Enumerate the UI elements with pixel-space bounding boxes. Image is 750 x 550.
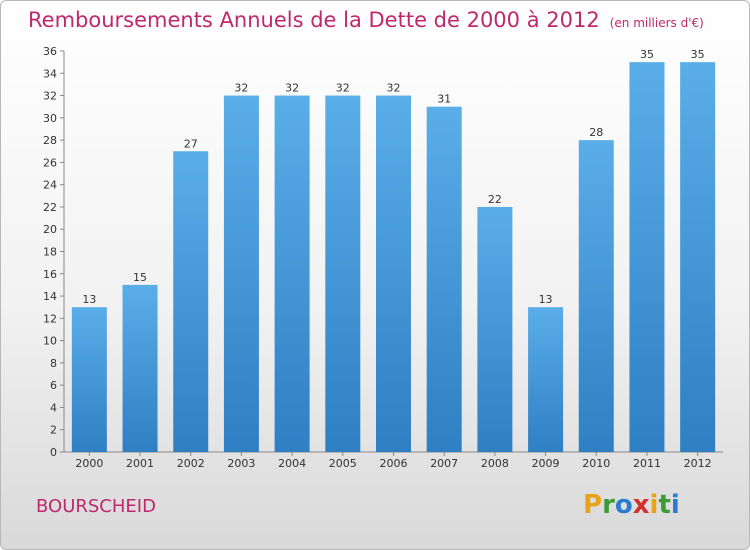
logo-letter: P xyxy=(583,490,603,520)
logo-letter: t xyxy=(658,490,671,520)
y-tick-label: 16 xyxy=(43,268,57,281)
y-tick-label: 0 xyxy=(50,446,57,459)
bar xyxy=(274,95,310,453)
y-tick-label: 36 xyxy=(43,45,57,58)
data-label: 32 xyxy=(387,82,401,95)
x-tick-label: 2009 xyxy=(532,457,560,470)
x-tick-label: 2012 xyxy=(684,457,712,470)
y-tick-label: 28 xyxy=(43,134,57,147)
data-label: 13 xyxy=(82,293,96,306)
data-label: 32 xyxy=(234,82,248,95)
chart-unit: (en milliers d'€) xyxy=(609,16,704,30)
bar xyxy=(173,151,209,452)
logo-letter: o xyxy=(614,490,633,520)
bar xyxy=(325,95,361,453)
x-tick-label: 2007 xyxy=(430,457,458,470)
proxiti-logo: Proxiti xyxy=(583,490,680,520)
data-label: 35 xyxy=(691,48,705,61)
x-tick-label: 2003 xyxy=(227,457,255,470)
data-label: 35 xyxy=(640,48,654,61)
bar xyxy=(528,307,564,452)
y-tick-label: 32 xyxy=(43,90,57,103)
bar xyxy=(426,106,462,452)
y-tick-label: 20 xyxy=(43,223,57,236)
x-tick-label: 2005 xyxy=(329,457,357,470)
x-tick-label: 2010 xyxy=(582,457,610,470)
logo-letter: i xyxy=(649,490,659,520)
logo-letter: i xyxy=(670,490,680,520)
y-tick-label: 6 xyxy=(50,379,57,392)
data-label: 13 xyxy=(539,293,553,306)
y-tick-label: 12 xyxy=(43,312,57,325)
bar xyxy=(477,206,513,452)
y-tick-label: 14 xyxy=(43,290,57,303)
y-tick-label: 34 xyxy=(43,67,57,80)
logo-letter: x xyxy=(632,490,650,520)
y-tick-label: 8 xyxy=(50,357,57,370)
y-tick-label: 26 xyxy=(43,156,57,169)
data-label: 31 xyxy=(437,93,451,106)
data-label: 27 xyxy=(184,137,198,150)
bar xyxy=(71,307,107,452)
bar xyxy=(680,62,716,453)
y-tick-label: 2 xyxy=(50,424,57,437)
x-tick-label: 2006 xyxy=(380,457,408,470)
y-tick-label: 22 xyxy=(43,201,57,214)
bar xyxy=(578,140,614,452)
x-tick-label: 2011 xyxy=(633,457,661,470)
chart-title: Remboursements Annuels de la Dette de 20… xyxy=(28,8,704,32)
x-tick-label: 2000 xyxy=(75,457,103,470)
data-label: 32 xyxy=(336,82,350,95)
data-label: 22 xyxy=(488,193,502,206)
commune-name: BOURSCHEID xyxy=(36,496,156,517)
bar xyxy=(122,284,158,452)
data-label: 28 xyxy=(589,126,603,139)
y-tick-label: 4 xyxy=(50,401,57,414)
x-tick-label: 2001 xyxy=(126,457,154,470)
data-label: 15 xyxy=(133,271,147,284)
data-label: 32 xyxy=(285,82,299,95)
y-tick-label: 10 xyxy=(43,335,57,348)
x-tick-label: 2008 xyxy=(481,457,509,470)
bar xyxy=(223,95,259,453)
y-tick-label: 30 xyxy=(43,112,57,125)
bar xyxy=(376,95,411,453)
y-tick-label: 18 xyxy=(43,246,57,259)
bar xyxy=(629,62,665,453)
logo-letter: r xyxy=(602,490,615,520)
chart-title-text: Remboursements Annuels de la Dette de 20… xyxy=(28,8,600,32)
y-tick-label: 24 xyxy=(43,179,57,192)
x-tick-label: 2002 xyxy=(177,457,205,470)
x-tick-label: 2004 xyxy=(278,457,306,470)
